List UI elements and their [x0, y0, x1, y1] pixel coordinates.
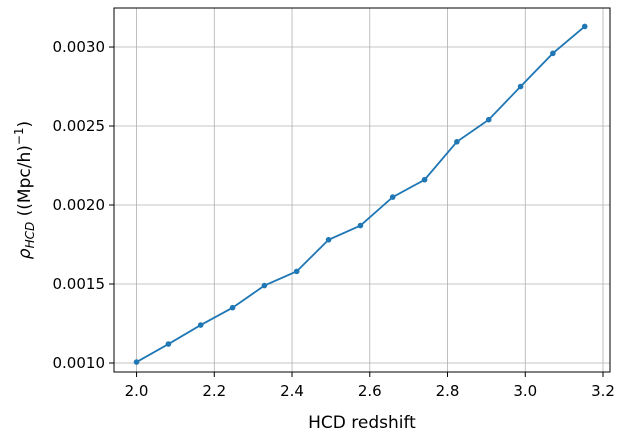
data-point [197, 322, 204, 328]
y-label-unit: ((Mpc/h) [15, 145, 35, 222]
x-tick-label: 2.4 [280, 382, 304, 400]
x-tick-label: 2.6 [358, 382, 382, 400]
y-tick-label: 0.0015 [53, 275, 106, 293]
y-tick-label: 0.0020 [53, 196, 106, 214]
data-point [389, 194, 396, 200]
data-point [517, 83, 524, 90]
y-label-symbol: ρ [15, 248, 35, 259]
data-point [229, 304, 236, 311]
data-point [550, 50, 556, 57]
y-tick-label: 0.0025 [53, 117, 106, 135]
x-tick-label: 3.2 [591, 382, 615, 400]
data-point [421, 176, 428, 183]
data-point [485, 116, 492, 123]
data-line [136, 25, 586, 363]
x-tick-label: 2.2 [202, 382, 226, 400]
y-label-subscript: HCD [23, 222, 37, 249]
x-tick-label: 2.8 [436, 382, 460, 400]
data-point [357, 222, 364, 229]
plot-frame [113, 7, 611, 373]
data-point [581, 23, 588, 30]
data-point [325, 236, 332, 243]
data-point [293, 268, 300, 275]
y-tick-label: 0.0010 [53, 354, 106, 372]
data-point [261, 282, 268, 289]
y-label-superscript: −1 [12, 127, 26, 145]
x-axis-label: HCD redshift [308, 413, 416, 433]
y-axis-label: ρHCD ((Mpc/h)−1) [12, 121, 37, 259]
data-point [165, 341, 172, 347]
x-tick-label: 2.0 [125, 382, 149, 400]
y-tick-label: 0.0030 [53, 38, 106, 56]
y-label-unit-close: ) [15, 121, 35, 128]
data-point [454, 139, 460, 145]
data-point [133, 359, 140, 365]
x-tick-label: 3.0 [513, 382, 537, 400]
